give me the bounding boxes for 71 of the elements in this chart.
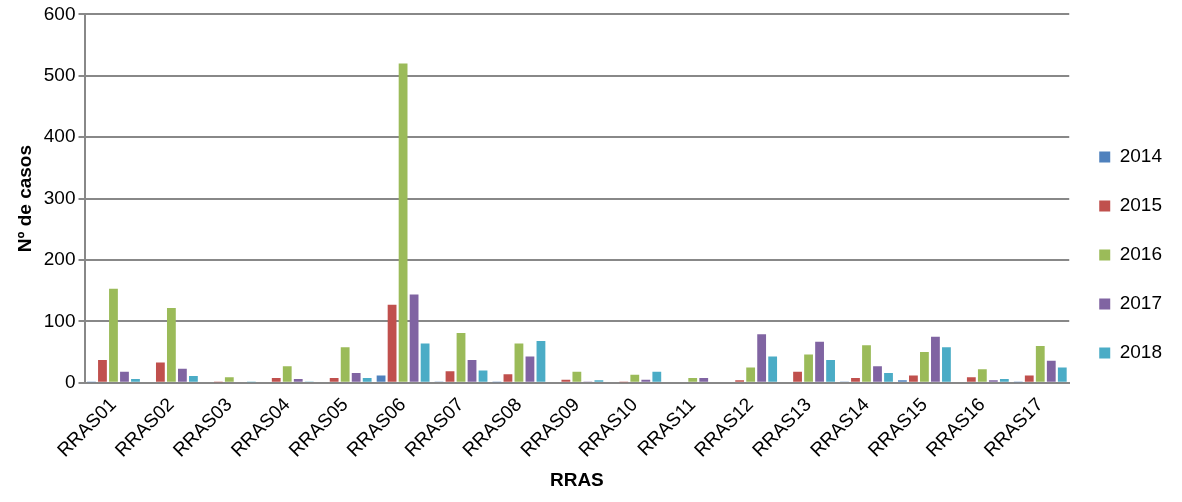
bar (189, 376, 198, 382)
bar (826, 360, 835, 382)
bar (514, 343, 524, 382)
bar (851, 377, 860, 382)
bar (641, 379, 651, 382)
legend-label: 2015 (1119, 194, 1163, 216)
bar (561, 379, 571, 382)
bar (884, 372, 893, 382)
bar (746, 367, 756, 382)
bar (456, 333, 466, 382)
bar (977, 369, 987, 382)
bar (329, 377, 339, 382)
bar (503, 374, 513, 382)
bar (166, 307, 176, 382)
bar (362, 377, 372, 382)
bar (999, 379, 1009, 382)
bar (804, 354, 813, 382)
bar (293, 379, 303, 382)
bar (445, 371, 455, 382)
bar (630, 374, 640, 382)
bar (862, 345, 871, 382)
y-tick-label: 500 (43, 64, 76, 86)
bar (98, 360, 107, 382)
bar (409, 294, 419, 382)
legend-label: 2018 (1119, 341, 1163, 363)
bar (177, 368, 187, 382)
y-tick-label: 200 (43, 248, 76, 270)
bar (652, 371, 662, 382)
legend-label: 2017 (1119, 292, 1163, 314)
legend-label: 2014 (1119, 145, 1163, 167)
y-tick-label: 300 (43, 186, 76, 208)
y-tick-label: 600 (43, 2, 76, 24)
bar (909, 375, 918, 382)
bar (931, 336, 940, 382)
bar (757, 334, 767, 382)
bar (1035, 345, 1045, 382)
bar (376, 375, 386, 382)
bar (572, 371, 582, 382)
y-tick-label: 400 (43, 125, 76, 147)
bar (920, 352, 929, 382)
bar (340, 347, 350, 382)
bar (282, 366, 292, 382)
bar (536, 341, 546, 382)
bar (966, 377, 976, 382)
bar (131, 379, 140, 382)
bar (688, 377, 698, 382)
bar (467, 360, 477, 382)
legend-label: 2016 (1119, 243, 1163, 265)
bar (224, 377, 234, 382)
bar (768, 356, 778, 382)
bar (271, 377, 281, 382)
bar (398, 63, 408, 382)
bar (815, 341, 824, 382)
bar (793, 371, 802, 382)
bar (699, 377, 709, 382)
bar (525, 356, 535, 382)
bar (420, 343, 430, 382)
bar (387, 304, 397, 382)
bar (873, 366, 882, 382)
y-axis-title: Nº de casos (13, 144, 35, 253)
bar (942, 347, 951, 382)
y-tick-label: 100 (43, 309, 76, 331)
y-tick-label: 0 (64, 371, 76, 393)
bar (109, 288, 118, 382)
bar (1057, 367, 1067, 382)
bar (155, 362, 165, 382)
bar (351, 372, 361, 382)
x-axis-title: RRAS (549, 468, 604, 490)
bar (120, 371, 129, 382)
bar (1046, 360, 1056, 382)
bar (1024, 375, 1034, 382)
